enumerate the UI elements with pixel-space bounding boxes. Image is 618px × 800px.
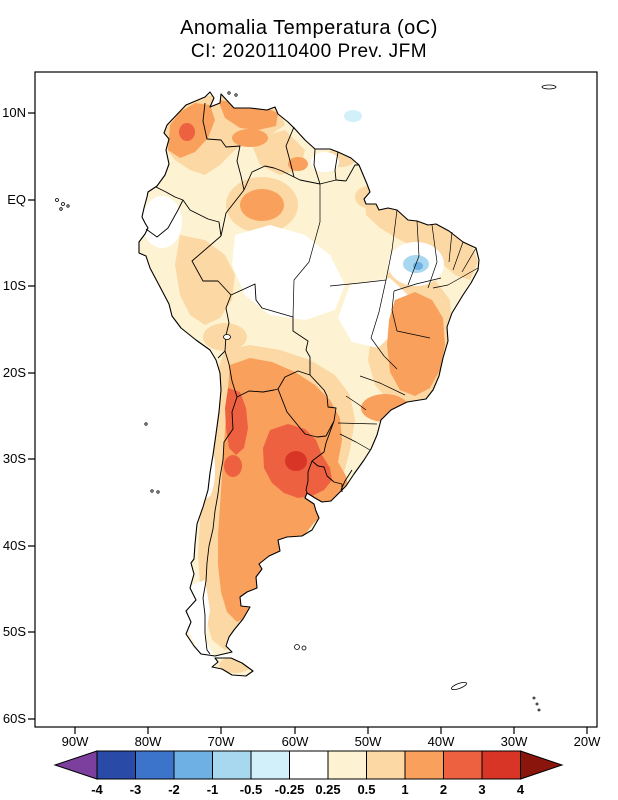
- colorbar-label: -4: [91, 782, 103, 797]
- lat-label: 60S: [3, 711, 26, 726]
- colorbar-segment: [327, 750, 367, 780]
- south-georgia-island: [451, 681, 467, 691]
- san-felix-island: [144, 422, 148, 426]
- lat-ticks: [28, 112, 35, 720]
- colorbar-segment: [404, 750, 444, 780]
- colorbar-segment: [481, 750, 521, 780]
- map-title: Anomalia Temperatura (oC): [180, 17, 438, 39]
- state-borders: [292, 184, 479, 451]
- lon-label: 40W: [428, 734, 455, 749]
- colorbar-segment: [212, 750, 252, 780]
- lat-label: EQ: [7, 192, 26, 207]
- lat-label: 40S: [3, 538, 26, 553]
- lon-label: 20W: [574, 734, 601, 749]
- lon-label: 50W: [355, 734, 382, 749]
- colorbar-segment: [443, 750, 483, 780]
- colorbar-label: 1: [401, 782, 408, 797]
- colorbar-label: 0.5: [357, 782, 375, 797]
- colorbar-segment: [250, 750, 290, 780]
- lon-ticks: [74, 727, 588, 734]
- lon-label: 70W: [208, 734, 235, 749]
- colorbar-label: -1: [207, 782, 219, 797]
- colorbar-label: -2: [168, 782, 180, 797]
- colorbar: -4 -3 -2 -1 -0.5 -0.25 0.25 0.5 1 2 3 4: [53, 750, 564, 797]
- colorbar-segment: [135, 750, 175, 780]
- galapagos-islands: [55, 198, 59, 202]
- lon-label: 90W: [62, 734, 89, 749]
- lon-label: 80W: [135, 734, 162, 749]
- plot-frame: [34, 71, 598, 728]
- lat-label: 10N: [2, 105, 26, 120]
- lat-label: 10S: [3, 278, 26, 293]
- colorbar-label: 2: [440, 782, 447, 797]
- lat-label: 30S: [3, 451, 26, 466]
- lagoa-dos-patos: [340, 469, 353, 491]
- caribbean-islands: [227, 91, 231, 95]
- lon-label: 60W: [282, 734, 309, 749]
- islands-and-lakes: [55, 84, 557, 712]
- ocean-cool-anomaly-spot: [344, 110, 362, 122]
- juan-fernandez-islands: [150, 489, 154, 493]
- colorbar-label: 3: [478, 782, 485, 797]
- colorbar-arrow-left: [53, 750, 98, 780]
- colorbar-segment: [289, 750, 329, 780]
- colorbar-labels: -4 -3 -2 -1 -0.5 -0.25 0.25 0.5 1 2 3 4: [91, 782, 525, 797]
- colorbar-label: -0.25: [275, 782, 305, 797]
- colorbar-segment: [173, 750, 213, 780]
- colorbar-arrow-right: [520, 750, 564, 780]
- lon-label: 30W: [501, 734, 528, 749]
- small-island-outline: [541, 84, 557, 90]
- colorbar-label: -0.5: [240, 782, 262, 797]
- colorbar-label: 0.25: [315, 782, 340, 797]
- colorbar-segment: [366, 750, 406, 780]
- south-sandwich-islands: [532, 696, 536, 700]
- lat-label: 50S: [3, 624, 26, 639]
- map-subtitle: CI: 2020110400 Prev. JFM: [191, 41, 427, 62]
- anomaly-field: [142, 95, 478, 673]
- country-borders: [145, 102, 359, 655]
- falkland-islands: [294, 644, 300, 650]
- colorbar-label: 4: [517, 782, 525, 797]
- colorbar-label: -3: [130, 782, 142, 797]
- colorbar-segment: [96, 750, 136, 780]
- lat-axis-labels: 10N EQ 10S 20S 30S 40S 50S 60S: [2, 105, 26, 726]
- lake-titicaca: [223, 334, 231, 340]
- lon-axis-labels: 90W 80W 70W 60W 50W 40W 30W 20W: [62, 734, 601, 749]
- anomaly-core-hottest: [285, 451, 307, 471]
- lat-label: 20S: [3, 365, 26, 380]
